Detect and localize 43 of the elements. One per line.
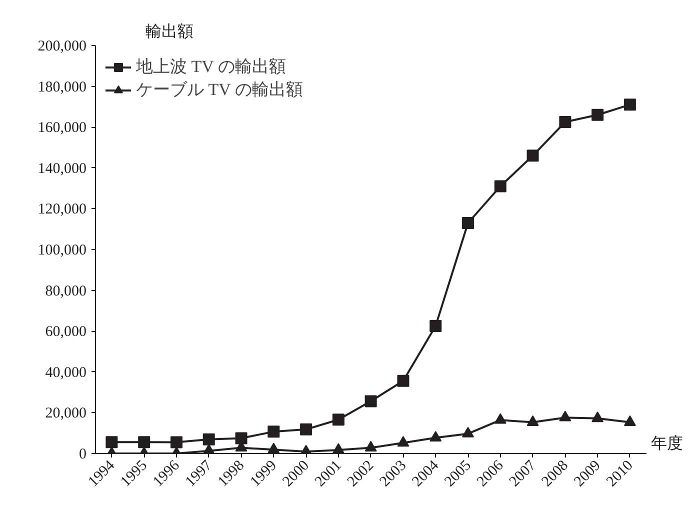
point — [559, 116, 572, 128]
point — [624, 98, 636, 111]
y-tick-label: 180,000 — [38, 79, 86, 96]
y-tick-label: 0 — [79, 446, 86, 462]
point — [462, 216, 474, 229]
point — [332, 414, 344, 426]
y-tick-label: 80,000 — [45, 283, 86, 300]
y-axis-title: 輸出額 — [146, 22, 194, 40]
legend-label: ケーブル TV の輸出額 — [136, 79, 303, 101]
point — [106, 436, 118, 448]
legend-label: 地上波 TV の輸出額 — [136, 56, 286, 78]
y-tick-label: 40,000 — [45, 364, 86, 381]
point — [430, 320, 442, 332]
y-tick-label: 200,000 — [38, 38, 86, 54]
point — [494, 413, 506, 424]
point — [559, 410, 572, 422]
point — [170, 436, 182, 448]
point — [526, 150, 539, 162]
point — [592, 412, 604, 422]
point — [364, 440, 377, 452]
point — [138, 436, 150, 448]
point — [268, 442, 280, 454]
y-tick-label: 140,000 — [38, 160, 86, 177]
point — [494, 180, 506, 192]
x-axis-title: 年度 — [651, 434, 684, 452]
point — [526, 415, 539, 426]
point — [268, 426, 280, 438]
point — [592, 108, 604, 121]
point — [624, 415, 636, 426]
point — [300, 423, 312, 436]
y-tick-label: 60,000 — [45, 324, 86, 340]
point — [397, 374, 410, 387]
point — [364, 395, 377, 408]
point — [430, 430, 442, 442]
point — [332, 443, 344, 454]
point — [397, 436, 410, 447]
y-tick-label: 120,000 — [38, 202, 86, 218]
point — [235, 432, 248, 444]
y-tick-label: 160,000 — [38, 120, 86, 136]
y-tick-label: 20,000 — [45, 406, 86, 422]
y-tick-label: 100,000 — [38, 242, 86, 258]
point — [462, 426, 474, 438]
point — [202, 433, 215, 446]
